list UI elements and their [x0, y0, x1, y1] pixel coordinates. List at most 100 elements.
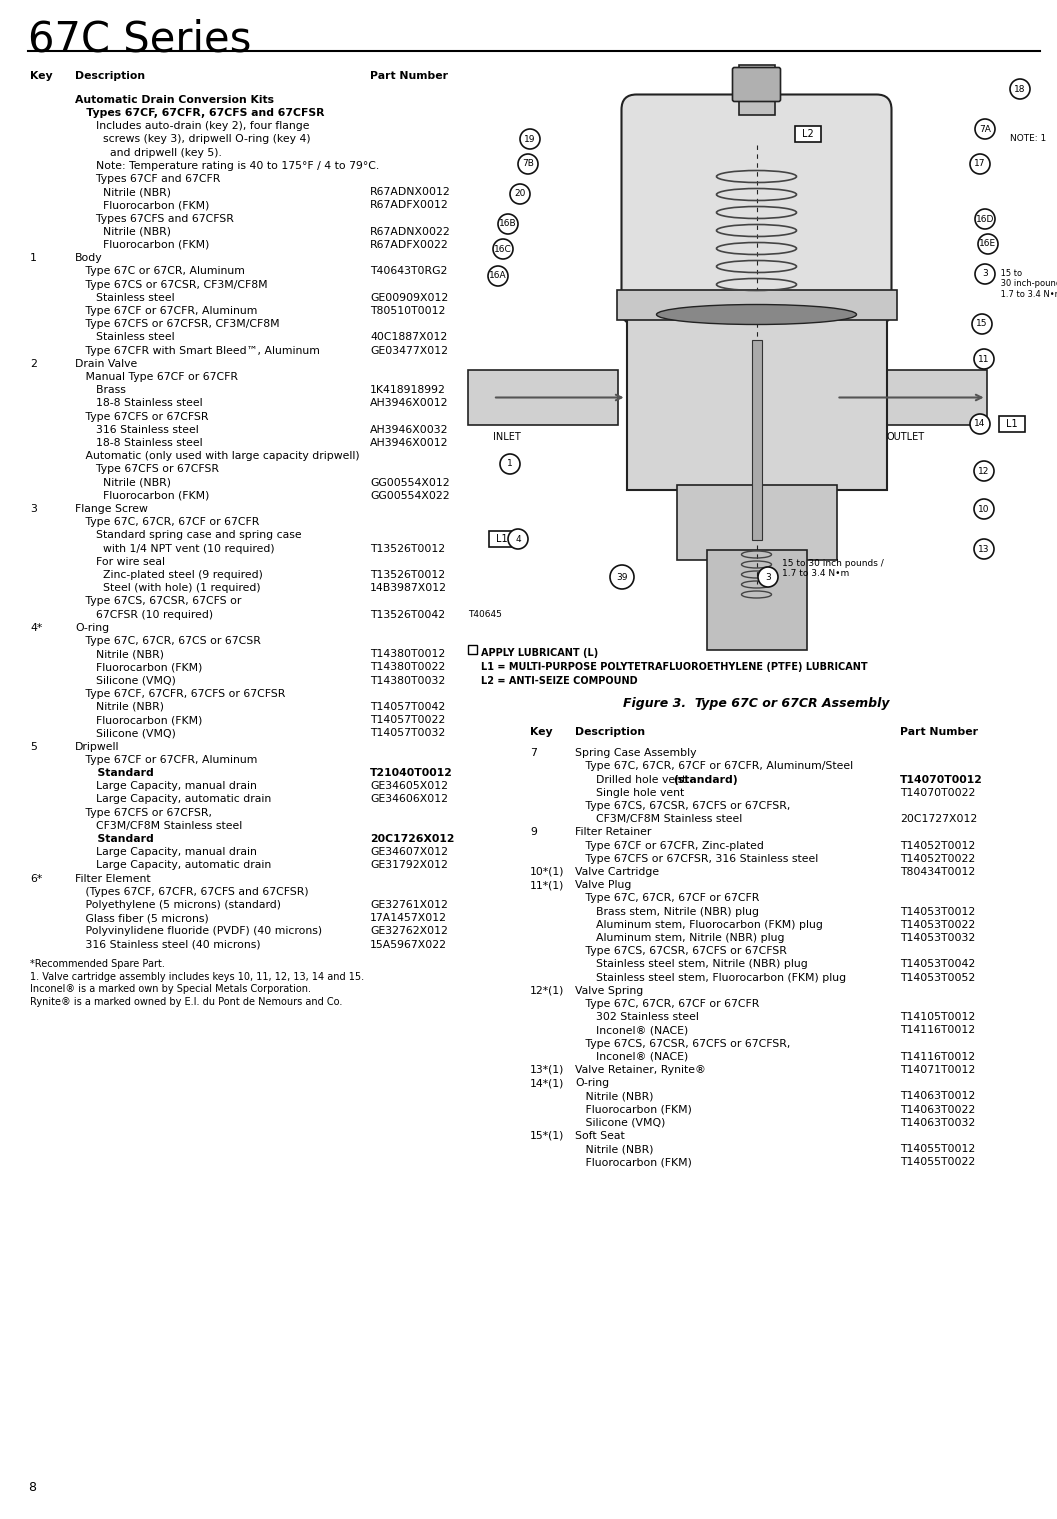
Text: Type 67CFS or 67CFSR, CF3M/CF8M: Type 67CFS or 67CFSR, CF3M/CF8M: [75, 319, 280, 330]
Text: Fluorocarbon (FKM): Fluorocarbon (FKM): [75, 491, 209, 501]
Text: Type 67C, 67CR, 67CF or 67CFR: Type 67C, 67CR, 67CF or 67CFR: [575, 1000, 759, 1009]
Text: 7B: 7B: [522, 159, 534, 169]
Text: Stainless steel stem, Fluorocarbon (FKM) plug: Stainless steel stem, Fluorocarbon (FKM)…: [575, 972, 846, 983]
Text: GE34606X012: GE34606X012: [370, 794, 448, 805]
Text: and dripwell (key 5).: and dripwell (key 5).: [75, 147, 222, 158]
Text: Type 67CFS or 67CFSR: Type 67CFS or 67CFSR: [75, 465, 219, 474]
Text: Large Capacity, manual drain: Large Capacity, manual drain: [75, 848, 257, 857]
Text: R67ADNX0022: R67ADNX0022: [370, 226, 450, 237]
Circle shape: [975, 210, 995, 229]
Bar: [752, 340, 761, 539]
Text: 5: 5: [30, 741, 37, 752]
Text: Description: Description: [75, 71, 145, 81]
Text: Drilled hole vent: Drilled hole vent: [575, 775, 690, 784]
Text: Nitrile (NBR): Nitrile (NBR): [575, 1144, 653, 1154]
Text: Type 67C, 67CR, 67CF or 67CFR: Type 67C, 67CR, 67CF or 67CFR: [75, 516, 259, 527]
Text: 20C1726X012: 20C1726X012: [370, 834, 455, 845]
Text: 18-8 Stainless steel: 18-8 Stainless steel: [75, 437, 203, 448]
Circle shape: [978, 234, 998, 254]
Text: 20C1727X012: 20C1727X012: [900, 814, 978, 825]
Text: 10: 10: [978, 504, 989, 513]
Text: Filter Element: Filter Element: [75, 873, 151, 884]
Circle shape: [973, 539, 994, 559]
Text: Glass fiber (5 microns): Glass fiber (5 microns): [75, 913, 208, 924]
Text: Valve Plug: Valve Plug: [575, 880, 631, 890]
Text: Large Capacity, manual drain: Large Capacity, manual drain: [75, 781, 257, 791]
Bar: [468, 369, 618, 424]
Text: 14: 14: [975, 419, 986, 428]
Text: GE03477X012: GE03477X012: [370, 345, 448, 355]
Text: Valve Retainer, Rynite®: Valve Retainer, Rynite®: [575, 1065, 706, 1075]
Text: Nitrile (NBR): Nitrile (NBR): [75, 187, 171, 197]
Text: Fluorocarbon (FKM): Fluorocarbon (FKM): [75, 715, 202, 725]
Circle shape: [520, 129, 540, 149]
Bar: [468, 646, 477, 655]
Text: Dripwell: Dripwell: [75, 741, 119, 752]
Circle shape: [975, 118, 995, 140]
Text: Large Capacity, automatic drain: Large Capacity, automatic drain: [75, 860, 272, 870]
Text: T14057T0022: T14057T0022: [370, 715, 445, 725]
Text: Description: Description: [575, 728, 645, 737]
Circle shape: [493, 238, 513, 260]
Text: 17: 17: [975, 159, 986, 169]
Circle shape: [973, 500, 994, 519]
Text: T14055T0012: T14055T0012: [900, 1144, 976, 1154]
Text: Body: Body: [75, 254, 103, 263]
Circle shape: [758, 567, 778, 586]
Text: 19: 19: [524, 135, 536, 143]
Circle shape: [498, 214, 518, 234]
Text: Type 67CS, 67CSR, 67CFS or: Type 67CS, 67CSR, 67CFS or: [75, 597, 241, 606]
Text: 18-8 Stainless steel: 18-8 Stainless steel: [75, 398, 203, 409]
Text: 1. Valve cartridge assembly includes keys 10, 11, 12, 13, 14 and 15.: 1. Valve cartridge assembly includes key…: [30, 972, 364, 981]
Text: T14116T0012: T14116T0012: [900, 1025, 976, 1036]
Text: Type 67CS, 67CSR, 67CFS or 67CFSR,: Type 67CS, 67CSR, 67CFS or 67CFSR,: [575, 801, 791, 811]
Text: Large Capacity, automatic drain: Large Capacity, automatic drain: [75, 794, 272, 805]
Text: 10*(1): 10*(1): [530, 867, 564, 876]
Text: 13*(1): 13*(1): [530, 1065, 564, 1075]
Text: Filter Retainer: Filter Retainer: [575, 828, 651, 837]
Text: 7A: 7A: [979, 125, 991, 134]
Text: CF3M/CF8M Stainless steel: CF3M/CF8M Stainless steel: [575, 814, 742, 825]
Text: T14380T0012: T14380T0012: [370, 649, 445, 659]
Text: L2 = ANTI-SEIZE COMPOUND: L2 = ANTI-SEIZE COMPOUND: [481, 676, 637, 687]
Text: 4: 4: [515, 535, 521, 544]
Bar: [836, 369, 986, 424]
Text: Type 67CS, 67CSR, 67CFS or 67CFSR: Type 67CS, 67CSR, 67CFS or 67CFSR: [575, 946, 786, 955]
Text: 40C1887X012: 40C1887X012: [370, 333, 447, 342]
Text: T14063T0032: T14063T0032: [900, 1118, 976, 1127]
Bar: [706, 550, 806, 650]
Text: 2: 2: [30, 358, 37, 369]
Text: 15*(1): 15*(1): [530, 1132, 564, 1141]
Text: 16D: 16D: [976, 214, 995, 223]
Text: Polyvinylidene fluoride (PVDF) (40 microns): Polyvinylidene fluoride (PVDF) (40 micro…: [75, 927, 322, 936]
Text: Type 67CS, 67CSR, 67CFS or 67CFSR,: Type 67CS, 67CSR, 67CFS or 67CFSR,: [575, 1039, 791, 1048]
Text: R67ADNX0012: R67ADNX0012: [370, 187, 450, 197]
Text: T14057T0032: T14057T0032: [370, 728, 445, 738]
Text: Type 67CFS or 67CFSR, 316 Stainless steel: Type 67CFS or 67CFSR, 316 Stainless stee…: [575, 854, 818, 864]
Text: T14070T0012: T14070T0012: [900, 775, 983, 784]
Bar: [795, 126, 821, 141]
Text: Figure 3.  Type 67C or 67CR Assembly: Figure 3. Type 67C or 67CR Assembly: [624, 697, 890, 709]
Text: 20: 20: [515, 190, 525, 199]
Text: Automatic (only used with large capacity dripwell): Automatic (only used with large capacity…: [75, 451, 359, 462]
Text: T14071T0012: T14071T0012: [900, 1065, 976, 1075]
Text: 15A5967X022: 15A5967X022: [370, 940, 447, 949]
Text: Type 67CS or 67CSR, CF3M/CF8M: Type 67CS or 67CSR, CF3M/CF8M: [75, 279, 267, 290]
Text: For wire seal: For wire seal: [75, 557, 165, 567]
Text: T14380T0022: T14380T0022: [370, 662, 445, 673]
Text: 67C Series: 67C Series: [27, 20, 252, 61]
Text: (Types 67CF, 67CFR, 67CFS and 67CFSR): (Types 67CF, 67CFR, 67CFS and 67CFSR): [75, 887, 309, 896]
Text: Single hole vent: Single hole vent: [575, 788, 684, 797]
Text: GE32762X012: GE32762X012: [370, 927, 448, 936]
Text: Types 67CFS and 67CFSR: Types 67CFS and 67CFSR: [75, 214, 234, 223]
Text: 316 Stainless steel (40 microns): 316 Stainless steel (40 microns): [75, 940, 261, 949]
Text: 14B3987X012: 14B3987X012: [370, 583, 447, 592]
Text: Silicone (VMQ): Silicone (VMQ): [75, 676, 175, 685]
Text: 11*(1): 11*(1): [530, 880, 564, 890]
Text: Standard: Standard: [75, 769, 153, 778]
Text: Stainless steel: Stainless steel: [75, 333, 174, 342]
Text: Note: Temperature rating is 40 to 175°F / 4 to 79°C.: Note: Temperature rating is 40 to 175°F …: [75, 161, 379, 170]
Text: Key: Key: [30, 71, 53, 81]
Bar: [999, 416, 1025, 431]
Text: INLET: INLET: [493, 433, 521, 442]
